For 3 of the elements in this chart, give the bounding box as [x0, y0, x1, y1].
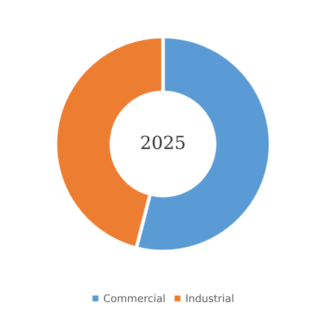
legend-label: Commercial [104, 294, 165, 302]
legend-label: Industrial [186, 294, 234, 302]
text: 2025 [141, 136, 185, 150]
